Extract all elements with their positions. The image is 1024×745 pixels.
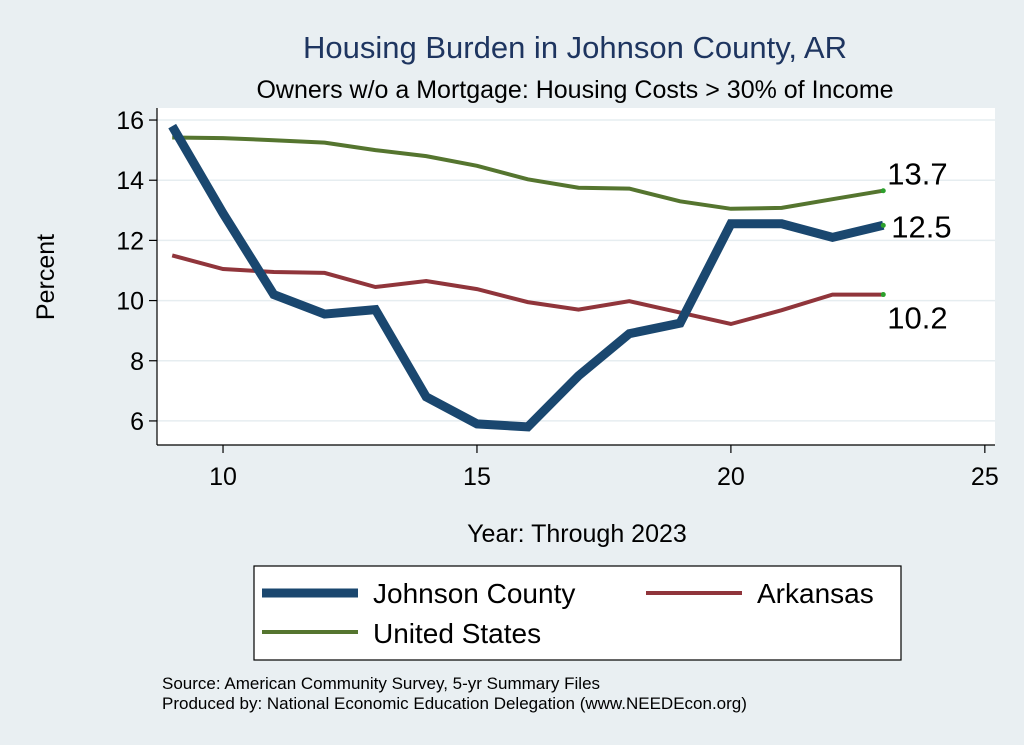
end-label-johnson-county: 12.5 [891,209,951,244]
y-tick-label: 6 [130,408,144,436]
series-line-johnson-county [168,123,885,432]
x-tick-label: 25 [971,463,999,491]
end-labels: 12.5 10.2 13.7 [880,157,952,336]
series-line-arkansas [171,253,884,327]
legend-label-united-states: United States [373,618,541,649]
y-tick-label: 16 [116,107,144,135]
source-note: Source: American Community Survey, 5-yr … [162,674,600,693]
chart-title: Housing Burden in Johnson County, AR [303,30,847,65]
legend-label-johnson-county: Johnson County [373,578,575,609]
x-tick-label: 15 [463,463,491,491]
plot-area [157,108,995,445]
series-line-united-states [172,135,884,211]
legend-box [253,565,902,661]
x-axis-title: Year: Through 2023 [467,520,687,548]
y-tick-label: 10 [116,288,144,316]
end-label-united-states: 13.7 [887,157,947,192]
end-point-marker [880,188,886,194]
x-tick-label: 20 [717,463,745,491]
end-point-marker [880,222,886,228]
y-axis-title: Percent [32,234,60,320]
y-ticks: 6 8 10 12 14 16 [116,107,157,436]
series-lines [168,123,885,432]
y-tick-label: 14 [116,167,144,195]
legend-label-arkansas: Arkansas [757,578,874,609]
y-tick-label: 12 [116,227,144,255]
x-ticks: 10 15 20 25 [209,445,999,491]
end-point-marker [880,292,886,298]
x-tick-label: 10 [209,463,237,491]
end-label-arkansas: 10.2 [887,301,947,336]
chart-subtitle: Owners w/o a Mortgage: Housing Costs > 3… [256,76,893,104]
legend: Johnson County Arkansas United States [253,565,902,661]
y-tick-label: 8 [130,348,144,376]
produced-by-note: Produced by: National Economic Education… [162,694,747,713]
